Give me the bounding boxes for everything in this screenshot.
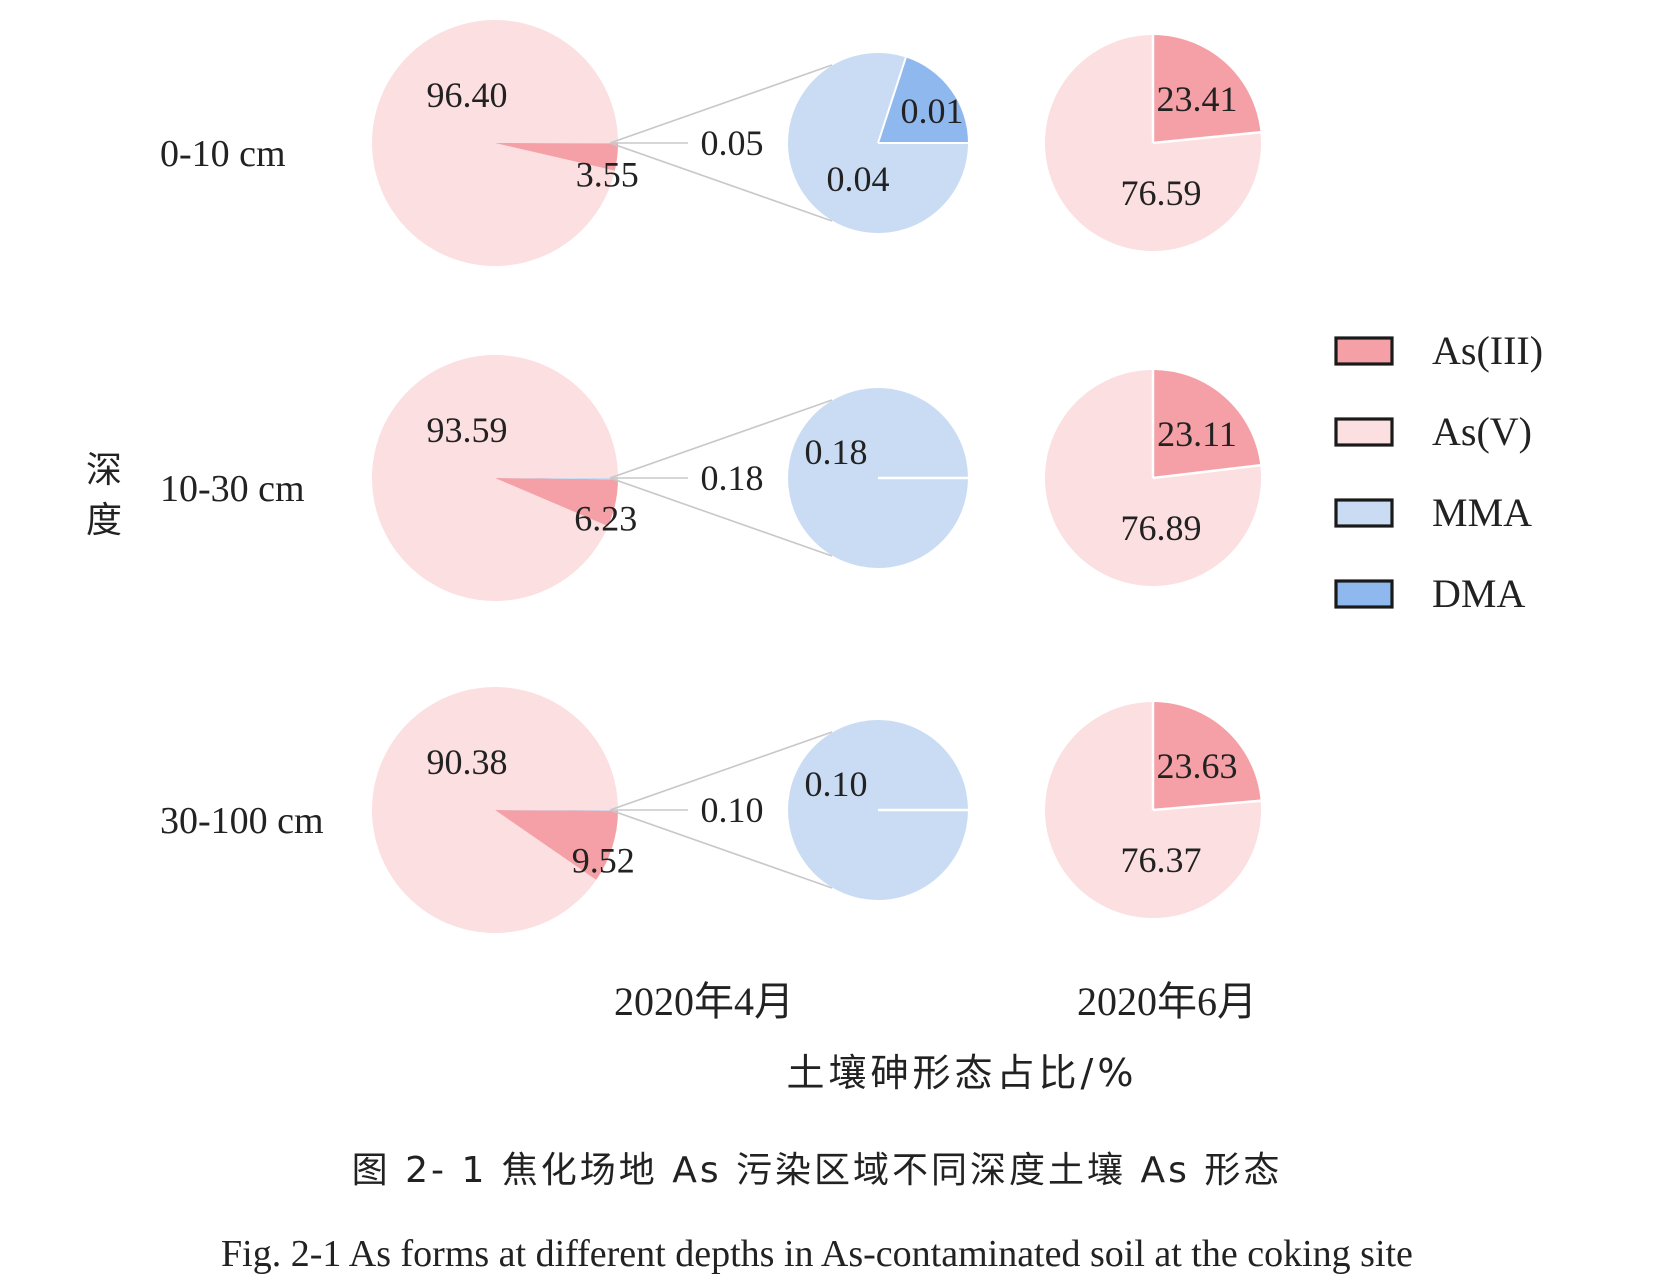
row-1-organic-label: 0.05 <box>701 123 764 163</box>
legend-swatch-3 <box>1336 500 1392 526</box>
legend-swatch-4 <box>1336 581 1392 607</box>
row-3-june-as5-label: 76.37 <box>1121 840 1202 880</box>
row-2-june-as3-label: 23.11 <box>1157 414 1237 454</box>
row-1-april-as5-label: 96.40 <box>427 75 508 115</box>
row-1-june-as3-label: 23.41 <box>1157 79 1238 119</box>
column-label-june: 2020年6月 <box>1077 979 1257 1024</box>
row-1-depth-label: 0-10 cm <box>160 133 286 175</box>
legend-swatch-2 <box>1336 419 1392 445</box>
row-3-june-as3-label: 23.63 <box>1157 746 1238 786</box>
legend-label-4: DMA <box>1432 571 1525 616</box>
row-2-april-as5-label: 93.59 <box>427 410 508 450</box>
row-3-depth-label: 30-100 cm <box>160 800 324 842</box>
y-axis-label-char-1: 深 <box>86 450 122 491</box>
row-2-mma-label: 0.18 <box>805 432 868 472</box>
legend-label-2: As(V) <box>1432 409 1532 454</box>
row-1-mma-label: 0.04 <box>827 159 890 199</box>
column-label-april: 2020年4月 <box>614 979 794 1024</box>
row-2-depth-label: 10-30 cm <box>160 468 305 510</box>
legend-label-3: MMA <box>1432 490 1532 535</box>
row-3-april-as5-slice <box>372 687 618 933</box>
row-3-mma-label: 0.10 <box>805 764 868 804</box>
row-1-june-as5-label: 76.59 <box>1121 173 1202 213</box>
y-axis-label-char-2: 度 <box>86 500 122 541</box>
x-axis-label: 土壤砷形态占比/% <box>787 1051 1138 1095</box>
caption-chinese: 图 2- 1 焦化场地 As 污染区域不同深度土壤 As 形态 <box>352 1150 1283 1191</box>
legend-swatch-1 <box>1336 338 1392 364</box>
row-2-june-as5-label: 76.89 <box>1121 508 1202 548</box>
chart-marks: 0-10 cm 96.40 3.55 0.05 0.01 0.04 23.41 76.59 10… <box>160 20 1543 933</box>
row-1-april-as5-slice <box>372 20 618 266</box>
row-1-dma-label: 0.01 <box>901 91 964 131</box>
row-3-april-as5-label: 90.38 <box>427 742 508 782</box>
row-2-organic-label: 0.18 <box>701 458 764 498</box>
row-3-organic-label: 0.10 <box>701 790 764 830</box>
row-1-april-as3-label: 3.55 <box>576 155 639 195</box>
caption-english: Fig. 2-1 As forms at different depths in… <box>221 1233 1413 1275</box>
legend-label-1: As(III) <box>1432 328 1543 373</box>
row-2-april-as3-label: 6.23 <box>574 499 637 539</box>
row-3-april-as3-label: 9.52 <box>572 840 635 880</box>
